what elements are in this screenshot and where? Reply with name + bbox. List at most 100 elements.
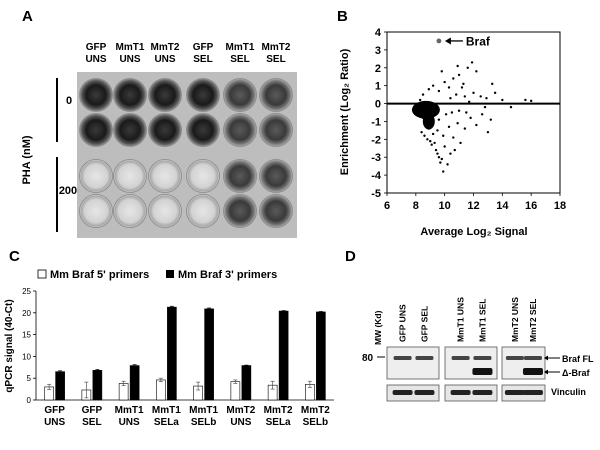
culture-well: [113, 194, 147, 228]
scatter-point: [470, 61, 474, 64]
bar-3prime: [129, 365, 140, 401]
scatter-point: [455, 93, 458, 96]
scatter-point: [469, 116, 472, 120]
culture-well: [113, 159, 147, 193]
x-category-label: GFP: [44, 405, 65, 416]
vinculin-membrane: [386, 384, 440, 402]
scatter-point: [423, 134, 426, 137]
scatter-point: [457, 109, 461, 112]
y-tick-label: 1: [375, 81, 381, 93]
scatter-point: [431, 84, 435, 87]
scatter-point: [486, 130, 490, 134]
highlight-point-braf: [436, 38, 442, 44]
mw-marker-80: 80: [362, 353, 374, 364]
row-group-label: 0: [66, 95, 72, 107]
x-tick-label: 18: [554, 200, 566, 212]
scatter-point: [479, 95, 482, 98]
blot-membrane: [386, 346, 440, 380]
band-vinculin: [522, 390, 543, 395]
scatter-point: [420, 130, 423, 134]
culture-well: [259, 159, 293, 193]
panel-b-letter: B: [337, 8, 348, 25]
bar-3prime: [204, 308, 214, 401]
y-tick-label: -5: [371, 188, 381, 200]
scatter-point: [529, 99, 533, 103]
scatter-point: [456, 64, 459, 68]
scatter-point: [442, 170, 445, 173]
x-category-label: SELa: [154, 417, 179, 428]
vinculin-membrane: [444, 384, 498, 402]
lane-label: GFP SEL: [419, 306, 429, 342]
scatter-point: [437, 118, 441, 121]
band-braf-fl: [473, 356, 492, 360]
scatter-point: [493, 91, 497, 95]
culture-well: [79, 159, 113, 193]
scatter-point: [437, 89, 441, 93]
scatter-point: [485, 96, 488, 100]
y-tick-label: 2: [375, 63, 381, 75]
scatter-point: [449, 152, 452, 155]
column-header-line2: SEL: [193, 54, 212, 65]
bar-5prime: [156, 379, 166, 401]
band-braf-fl: [451, 356, 470, 360]
bar-3prime: [167, 306, 177, 401]
culture-well: [79, 78, 113, 112]
scatter-point: [429, 139, 432, 143]
scatter-point: [449, 96, 452, 100]
y-tick-label: 20: [22, 309, 31, 318]
lane-label: MmT1 SEL: [477, 299, 487, 342]
culture-well: [148, 113, 182, 147]
x-tick-label: 10: [439, 200, 451, 212]
y-tick-label: -2: [371, 134, 381, 146]
x-tick-label: 12: [467, 200, 479, 212]
legend-swatch-3prime: [166, 270, 174, 278]
band-delta-braf: [472, 368, 493, 375]
y-tick-label: 10: [22, 352, 31, 361]
y-tick-label: 3: [375, 45, 381, 57]
scatter-point: [433, 141, 436, 145]
culture-well: [113, 78, 147, 112]
column-header-line2: UNS: [154, 54, 175, 65]
legend-3prime: Mm Braf 3' primers: [178, 269, 277, 281]
x-category-label: MmT2: [226, 405, 255, 416]
scatter-point: [421, 116, 425, 120]
culture-well: [223, 194, 257, 228]
scatter-point: [466, 66, 469, 69]
highlight-arrowhead: [444, 37, 451, 45]
mw-label: MW (Kd): [373, 310, 383, 345]
bar-3prime: [92, 370, 103, 401]
y-tick-label: 0: [27, 396, 32, 405]
x-tick-label: 16: [525, 200, 537, 212]
column-header-line1: MmT2: [151, 42, 180, 53]
lane-label: MmT1 UNS: [456, 297, 466, 342]
culture-well: [148, 78, 182, 112]
culture-well: [148, 194, 182, 228]
scatter-point: [431, 114, 435, 118]
scatter-point: [480, 113, 484, 116]
scatter-point: [442, 134, 445, 137]
scatter-point: [450, 111, 454, 114]
culture-well: [223, 78, 257, 112]
column-header-line2: UNS: [119, 54, 140, 65]
column-header-line2: UNS: [85, 54, 106, 65]
column-header-line1: MmT2: [262, 42, 291, 53]
scatter-point: [431, 132, 435, 136]
scatter-point: [460, 86, 464, 89]
panel-d-letter: D: [345, 248, 356, 265]
culture-well: [186, 113, 220, 147]
culture-well: [79, 194, 113, 228]
x-category-label: SELa: [266, 417, 291, 428]
y-tick-label: 15: [22, 331, 31, 340]
scatter-point: [489, 118, 492, 121]
scatter-point: [444, 113, 448, 116]
bar-5prime: [230, 381, 241, 401]
scatter-point: [418, 98, 422, 102]
scatter-point: [440, 70, 443, 73]
culture-well: [113, 113, 147, 147]
scatter-point: [434, 148, 438, 152]
scatter-point: [426, 113, 429, 116]
lane-label: GFP UNS: [398, 304, 408, 342]
scatter-point: [443, 80, 446, 84]
band-label-braf-fl: Braf FL: [562, 354, 594, 364]
legend-swatch-5prime: [37, 269, 47, 279]
